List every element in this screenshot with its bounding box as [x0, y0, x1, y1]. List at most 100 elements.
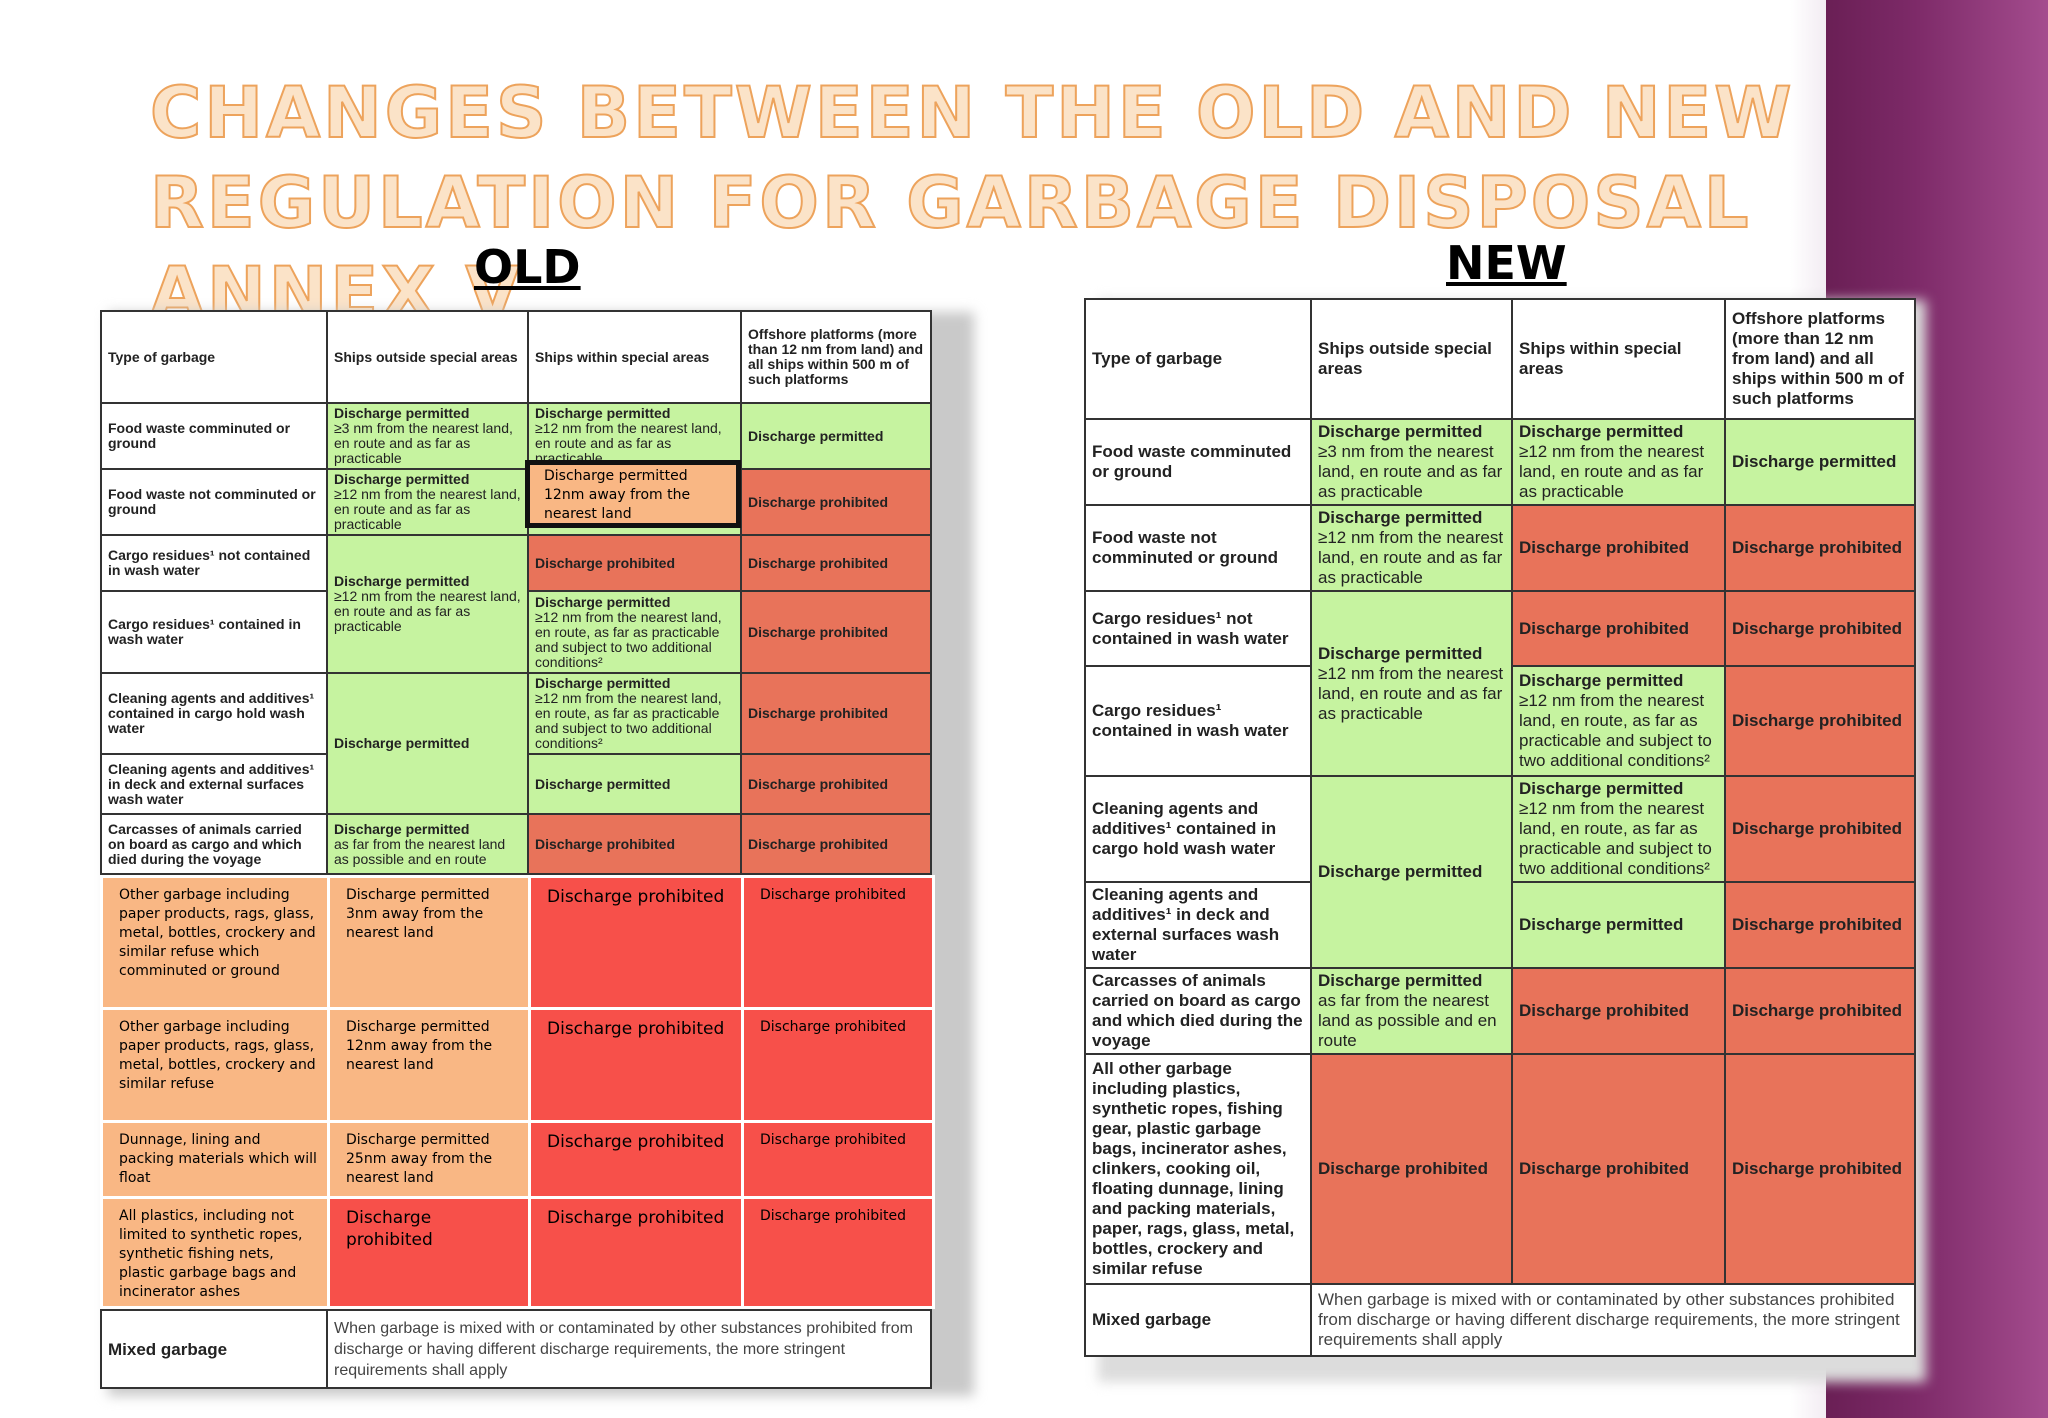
row-label: Other garbage including paper products, …: [100, 875, 330, 1010]
row-label: Food waste comminuted or ground: [1084, 418, 1312, 506]
cell-status: Discharge permitted: [535, 675, 671, 691]
cell-within: Discharge prohibited: [528, 1120, 744, 1199]
header-outside: Ships outside special areas: [1310, 298, 1513, 420]
cell-outside: Discharge prohibited: [327, 1196, 531, 1309]
row-label: Cleaning agents and additives¹ in deck a…: [1084, 881, 1312, 969]
cell-status: Discharge permitted: [1310, 775, 1513, 969]
row-label: Cargo residues¹ contained in wash water: [1084, 665, 1312, 777]
table-row: Cleaning agents and additives¹ in deck a…: [100, 753, 932, 815]
table-row: Food waste not comminuted or ground Disc…: [100, 468, 932, 536]
cell-status: Discharge prohibited: [1511, 1053, 1726, 1285]
cell-status: Discharge permitted: [334, 405, 470, 421]
cell-status: Discharge prohibited: [740, 590, 932, 674]
cell-detail: ≥12 nm from the nearest land, en route a…: [1318, 528, 1504, 587]
cell-status: Discharge permitted: [334, 471, 470, 487]
row-label: Dunnage, lining and packing materials wh…: [100, 1120, 330, 1199]
cell-status: Discharge prohibited: [1724, 504, 1916, 592]
row-label: Food waste not comminuted or ground: [1084, 504, 1312, 592]
cell-within: Discharge prohibited: [528, 875, 744, 1010]
row-label: Cargo residues¹ not contained in wash wa…: [1084, 590, 1312, 667]
header-within: Ships within special areas: [1511, 298, 1726, 420]
table-row: Carcasses of animals carried on board as…: [100, 813, 932, 875]
table-row: Cargo residues¹ contained in wash water …: [1084, 665, 1916, 777]
cell-outside: Discharge permitted 3nm away from the ne…: [327, 875, 531, 1010]
mixed-garbage-text: When garbage is mixed with or contaminat…: [326, 1309, 932, 1389]
row-label: Mixed garbage: [100, 1309, 328, 1389]
cell-status: Discharge prohibited: [740, 534, 932, 592]
cell-status: Discharge permitted: [334, 820, 470, 837]
table-row: Food waste comminuted or ground Discharg…: [1084, 418, 1916, 506]
cell-detail: ≥12 nm from the nearest land, en route a…: [334, 588, 521, 634]
cell-status: Discharge prohibited: [1511, 590, 1726, 667]
cell-status: Discharge prohibited: [1724, 665, 1916, 777]
cell-detail: ≥3 nm from the nearest land, en route an…: [334, 420, 513, 466]
cell-detail: ≥12 nm from the nearest land, en route a…: [1519, 442, 1705, 501]
table-row: Other garbage including paper products, …: [100, 875, 935, 1010]
cell-status: Discharge permitted: [535, 405, 671, 421]
cell-status: Discharge prohibited: [1511, 967, 1726, 1055]
table-row: Carcasses of animals carried on board as…: [1084, 967, 1916, 1055]
table-row: Other garbage including paper products, …: [100, 1007, 935, 1123]
cell-status: Discharge prohibited: [1511, 504, 1726, 592]
header-type: Type of garbage: [100, 310, 328, 404]
cell-detail: ≥12 nm from the nearest land, en route, …: [1519, 799, 1712, 878]
row-label: Cargo residues¹ not contained in wash wa…: [100, 534, 328, 592]
cell-status: Discharge permitted: [1519, 422, 1684, 441]
table-row: Cleaning agents and additives¹ contained…: [1084, 775, 1916, 969]
highlighted-cell: Discharge permitted 12nm away from the n…: [525, 460, 741, 528]
row-label: All other garbage including plastics, sy…: [1084, 1053, 1312, 1285]
cell-outside: Discharge permitted 25nm away from the n…: [327, 1120, 531, 1199]
cell-offshore: Discharge prohibited: [741, 875, 935, 1010]
table-row: Cleaning agents and additives¹ in deck a…: [1084, 881, 1916, 969]
header-offshore: Offshore platforms (more than 12 nm from…: [740, 310, 932, 404]
cell-status: Discharge permitted: [1511, 881, 1726, 969]
cell-status: Discharge prohibited: [1310, 1053, 1513, 1285]
table-row: Mixed garbage When garbage is mixed with…: [1084, 1283, 1916, 1357]
table-row: All other garbage including plastics, sy…: [1084, 1053, 1916, 1285]
cell-detail: ≥12 nm from the nearest land, en route, …: [1519, 691, 1712, 770]
table-row: Food waste comminuted or ground Discharg…: [100, 402, 932, 470]
header-outside: Ships outside special areas: [326, 310, 529, 404]
cell-detail: ≥12 nm from the nearest land, en route, …: [535, 608, 722, 670]
cell-detail: ≥12 nm from the nearest land, en route a…: [1318, 663, 1504, 723]
mixed-garbage-text: When garbage is mixed with or contaminat…: [1310, 1283, 1916, 1357]
table-row: All plastics, including not limited to s…: [100, 1196, 935, 1309]
row-label: Food waste not comminuted or ground: [100, 468, 328, 536]
cell-detail: as far from the nearest land as possible…: [334, 835, 506, 867]
cell-status: Discharge permitted: [527, 753, 742, 815]
cell-status: Discharge permitted: [1724, 418, 1916, 506]
cell-detail: as far from the nearest land as possible…: [1318, 991, 1497, 1050]
cell-status: Discharge permitted: [1318, 508, 1483, 527]
row-label: Other garbage including paper products, …: [100, 1007, 330, 1123]
cell-status: Discharge permitted: [326, 672, 529, 815]
row-label: All plastics, including not limited to s…: [100, 1196, 330, 1309]
row-label: Carcasses of animals carried on board as…: [1084, 967, 1312, 1055]
cell-status: Discharge prohibited: [527, 534, 742, 592]
row-label: Carcasses of animals carried on board as…: [100, 813, 328, 875]
cell-offshore: Discharge prohibited: [741, 1196, 935, 1309]
row-label: Food waste comminuted or ground: [100, 402, 328, 470]
new-regulation-table: Type of garbage Ships outside special ar…: [1084, 298, 1916, 1357]
cell-status: Discharge prohibited: [740, 468, 932, 536]
cell-offshore: Discharge prohibited: [741, 1007, 935, 1123]
table-row: Cargo residues¹ not contained in wash wa…: [1084, 590, 1916, 777]
cell-status: Discharge permitted: [334, 573, 470, 589]
cell-status: Discharge prohibited: [1724, 590, 1916, 667]
table-row: Cargo residues¹ not contained in wash wa…: [100, 534, 932, 674]
cell-status: Discharge prohibited: [1724, 775, 1916, 883]
cell-detail: ≥3 nm from the nearest land, en route an…: [1318, 442, 1503, 501]
table-row: Food waste not comminuted or ground Disc…: [1084, 504, 1916, 592]
cell-status: Discharge permitted: [1318, 971, 1483, 990]
row-label: Cleaning agents and additives¹ contained…: [100, 672, 328, 755]
table-header-row: Type of garbage Ships outside special ar…: [100, 310, 932, 404]
row-label: Cleaning agents and additives¹ in deck a…: [100, 753, 328, 815]
old-label: OLD: [474, 240, 581, 294]
table-row: Dunnage, lining and packing materials wh…: [100, 1120, 935, 1199]
cell-status: Discharge prohibited: [1724, 967, 1916, 1055]
cell-status: Discharge prohibited: [740, 672, 932, 755]
cell-status: Discharge prohibited: [740, 753, 932, 815]
table-row: Mixed garbage When garbage is mixed with…: [100, 1309, 932, 1389]
row-label: Cleaning agents and additives¹ contained…: [1084, 775, 1312, 883]
table-row: Cargo residues¹ contained in wash water …: [100, 590, 932, 674]
cell-status: Discharge permitted: [740, 402, 932, 470]
